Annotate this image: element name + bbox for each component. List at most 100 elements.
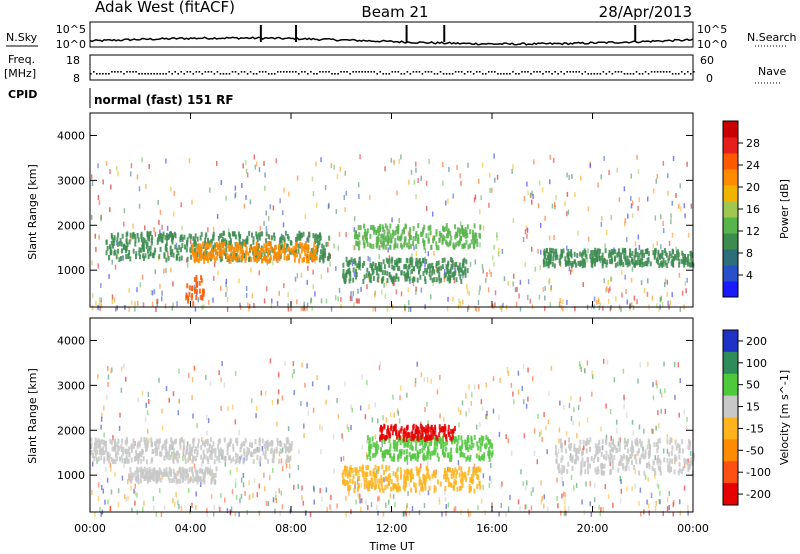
echo-speckle bbox=[398, 158, 400, 164]
echo-speckle bbox=[660, 244, 662, 250]
freq-dot bbox=[138, 73, 140, 75]
echo-band-cell bbox=[181, 477, 184, 483]
echo-band-cell bbox=[623, 438, 626, 444]
echo-band-cell bbox=[395, 446, 398, 452]
echo-band-cell bbox=[436, 436, 439, 442]
echo-speckle bbox=[358, 494, 360, 500]
echo-band-cell bbox=[543, 250, 546, 256]
echo-band-cell bbox=[436, 441, 439, 447]
echo-band-cell bbox=[464, 268, 467, 274]
echo-band-cell bbox=[309, 252, 312, 258]
freq-dot bbox=[219, 73, 222, 75]
freq-dot bbox=[457, 71, 460, 73]
echo-band-cell bbox=[414, 433, 417, 439]
echo-band-cell bbox=[199, 246, 202, 252]
colorbar-swatch bbox=[723, 395, 738, 418]
echo-speckle bbox=[171, 305, 174, 311]
echo-band-cell bbox=[415, 257, 418, 263]
echo-band-cell bbox=[285, 243, 288, 249]
echo-speckle bbox=[191, 395, 193, 401]
echo-band-cell bbox=[94, 437, 97, 443]
echo-band-cell bbox=[243, 448, 246, 454]
echo-speckle bbox=[439, 413, 441, 419]
echo-band-cell bbox=[191, 250, 194, 256]
echo-band-cell bbox=[429, 224, 432, 230]
echo-band-cell bbox=[96, 459, 99, 465]
freq-dot bbox=[222, 73, 225, 75]
echo-band-cell bbox=[669, 467, 672, 473]
freq-dot bbox=[469, 71, 472, 73]
echo-band-cell bbox=[142, 255, 145, 261]
echo-band-cell bbox=[433, 488, 436, 494]
echo-band-cell bbox=[355, 269, 358, 275]
echo-band-cell bbox=[544, 251, 547, 257]
echo-speckle bbox=[152, 496, 155, 502]
echo-band-cell bbox=[400, 242, 403, 248]
echo-speckle bbox=[347, 427, 350, 433]
echo-band-cell bbox=[617, 467, 620, 473]
noise-sky-trace bbox=[89, 25, 694, 46]
echo-speckle bbox=[124, 305, 126, 311]
echo-band-cell bbox=[151, 252, 154, 258]
echo-speckle bbox=[490, 271, 493, 277]
echo-band-cell bbox=[439, 439, 442, 445]
echo-band-cell bbox=[458, 445, 461, 451]
echo-speckle bbox=[265, 210, 267, 216]
echo-band-cell bbox=[193, 437, 196, 443]
echo-band-cell bbox=[366, 267, 369, 273]
echo-band-cell bbox=[122, 450, 125, 456]
echo-band-cell bbox=[203, 453, 206, 459]
echo-speckle bbox=[92, 293, 94, 299]
echo-band-cell bbox=[216, 244, 219, 250]
echo-band-cell bbox=[279, 244, 282, 250]
echo-speckle bbox=[549, 302, 552, 308]
echo-speckle bbox=[678, 272, 681, 278]
echo-band-cell bbox=[290, 441, 293, 447]
freq-dot bbox=[596, 73, 599, 75]
echo-band-cell bbox=[435, 434, 438, 440]
echo-speckle bbox=[626, 237, 628, 243]
echo-speckle bbox=[647, 503, 650, 509]
echo-band-cell bbox=[230, 244, 233, 250]
echo-speckle bbox=[436, 389, 439, 395]
echo-band-cell bbox=[156, 469, 159, 475]
echo-band-cell bbox=[386, 236, 389, 242]
echo-band-cell bbox=[456, 448, 459, 454]
freq-dot bbox=[162, 73, 164, 75]
echo-band-cell bbox=[576, 447, 579, 453]
echo-band-cell bbox=[154, 447, 157, 453]
echo-band-cell bbox=[688, 444, 691, 450]
echo-band-cell bbox=[449, 275, 452, 281]
echo-band-cell bbox=[573, 251, 576, 257]
echo-speckle bbox=[460, 180, 462, 186]
echo-band-cell bbox=[470, 445, 473, 451]
echo-speckle bbox=[289, 508, 292, 514]
echo-band-cell bbox=[378, 265, 381, 271]
echo-band-cell bbox=[192, 301, 195, 307]
echo-band-cell bbox=[431, 262, 434, 268]
echo-speckle bbox=[112, 438, 114, 444]
echo-speckle bbox=[101, 412, 103, 418]
echo-band-cell bbox=[204, 243, 207, 249]
echo-speckle bbox=[427, 420, 429, 426]
echo-band-cell bbox=[175, 255, 178, 261]
echo-band-cell bbox=[342, 476, 345, 482]
echo-band-cell bbox=[601, 263, 604, 269]
echo-speckle bbox=[357, 491, 359, 497]
echo-band-cell bbox=[170, 232, 173, 238]
echo-speckle bbox=[619, 476, 622, 482]
echo-speckle bbox=[401, 451, 404, 457]
echo-speckle bbox=[413, 179, 416, 185]
echo-speckle bbox=[366, 439, 368, 445]
echo-speckle bbox=[564, 440, 566, 446]
echo-band-cell bbox=[235, 256, 238, 262]
echo-band-cell bbox=[210, 254, 213, 260]
echo-speckle bbox=[595, 299, 598, 305]
echo-band-cell bbox=[164, 246, 167, 252]
echo-speckle bbox=[220, 377, 222, 383]
echo-band-cell bbox=[195, 476, 198, 482]
echo-band-cell bbox=[254, 246, 257, 252]
echo-speckle bbox=[631, 213, 634, 219]
echo-band-cell bbox=[449, 481, 452, 487]
echo-speckle bbox=[234, 371, 237, 377]
